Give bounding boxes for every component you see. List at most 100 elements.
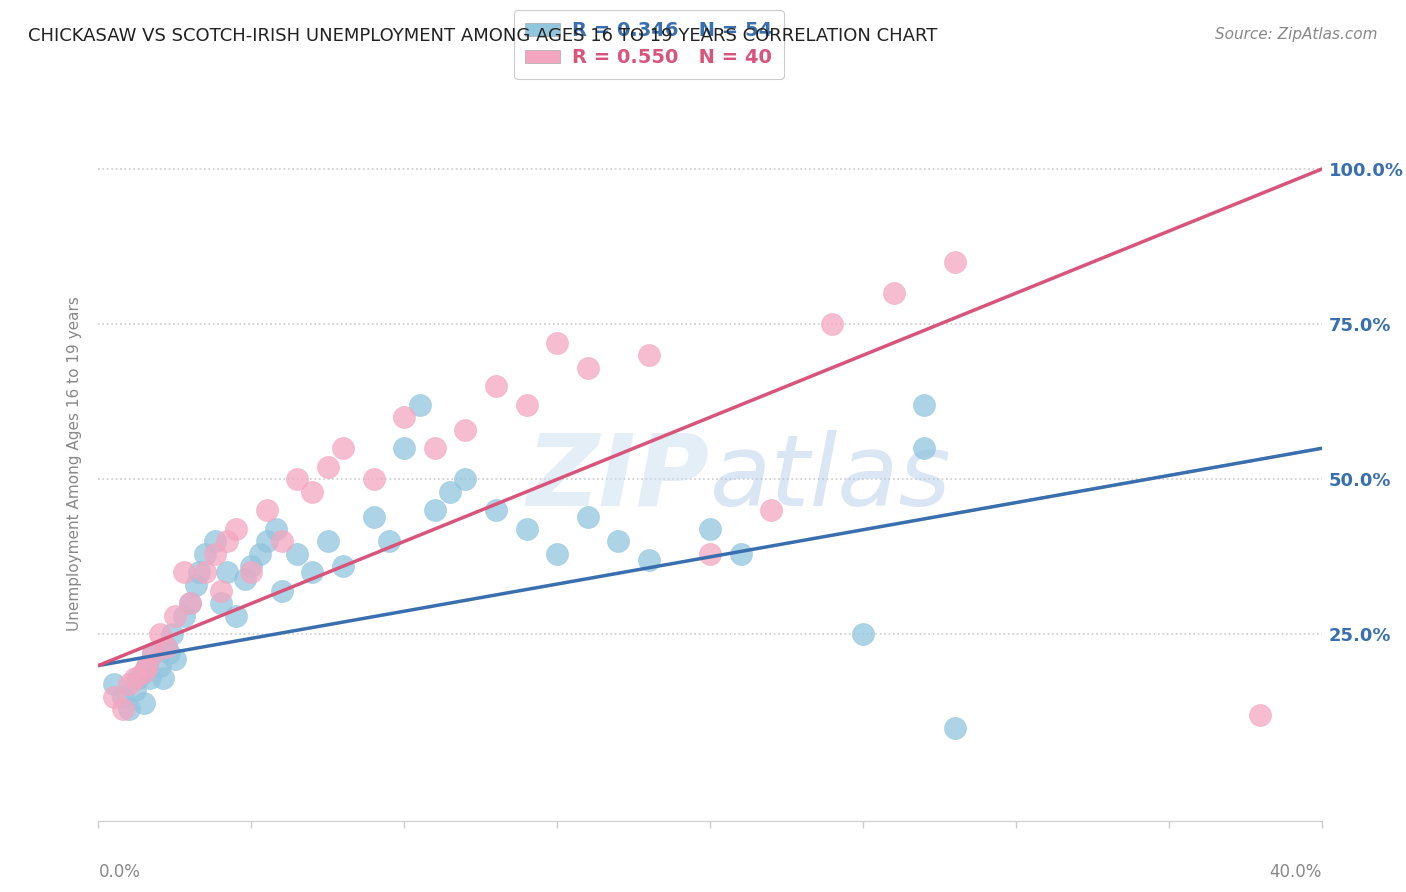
Point — [454, 423, 477, 437]
Point — [576, 509, 599, 524]
Point — [363, 472, 385, 486]
Point — [730, 547, 752, 561]
Point — [157, 646, 180, 660]
Point — [546, 547, 568, 561]
Point — [225, 608, 247, 623]
Point — [118, 677, 141, 691]
Point — [256, 534, 278, 549]
Point — [912, 442, 935, 456]
Point — [454, 472, 477, 486]
Point — [139, 671, 162, 685]
Point — [607, 534, 630, 549]
Point — [576, 360, 599, 375]
Point — [378, 534, 401, 549]
Point — [124, 683, 146, 698]
Text: 40.0%: 40.0% — [1270, 863, 1322, 881]
Point — [699, 547, 721, 561]
Point — [136, 658, 159, 673]
Point — [233, 572, 256, 586]
Point — [194, 566, 217, 580]
Point — [155, 640, 177, 654]
Point — [209, 584, 232, 599]
Text: 0.0%: 0.0% — [98, 863, 141, 881]
Point — [821, 317, 844, 331]
Point — [516, 398, 538, 412]
Point — [149, 627, 172, 641]
Point — [142, 646, 165, 660]
Point — [240, 559, 263, 574]
Point — [103, 677, 125, 691]
Point — [363, 509, 385, 524]
Point — [423, 503, 446, 517]
Point — [485, 379, 508, 393]
Point — [392, 410, 416, 425]
Point — [270, 534, 292, 549]
Point — [240, 566, 263, 580]
Point — [301, 484, 323, 499]
Point — [249, 547, 271, 561]
Text: atlas: atlas — [710, 430, 952, 526]
Point — [118, 702, 141, 716]
Point — [637, 553, 661, 567]
Point — [160, 627, 183, 641]
Point — [103, 690, 125, 704]
Point — [124, 671, 146, 685]
Point — [285, 472, 308, 486]
Point — [912, 398, 935, 412]
Point — [204, 547, 226, 561]
Point — [264, 522, 287, 536]
Point — [134, 665, 156, 679]
Legend: Chickasaw, Scotch-Irish: Chickasaw, Scotch-Irish — [547, 887, 873, 892]
Point — [163, 652, 186, 666]
Point — [142, 646, 165, 660]
Point — [256, 503, 278, 517]
Point — [111, 702, 134, 716]
Point — [270, 584, 292, 599]
Point — [136, 658, 159, 673]
Point — [485, 503, 508, 517]
Point — [637, 348, 661, 362]
Point — [943, 255, 966, 269]
Point — [179, 597, 201, 611]
Text: CHICKASAW VS SCOTCH-IRISH UNEMPLOYMENT AMONG AGES 16 TO 19 YEARS CORRELATION CHA: CHICKASAW VS SCOTCH-IRISH UNEMPLOYMENT A… — [28, 27, 938, 45]
Point — [332, 442, 354, 456]
Point — [332, 559, 354, 574]
Point — [883, 286, 905, 301]
Point — [759, 503, 782, 517]
Point — [423, 442, 446, 456]
Point — [149, 658, 172, 673]
Point — [301, 566, 323, 580]
Point — [225, 522, 247, 536]
Point — [699, 522, 721, 536]
Point — [285, 547, 308, 561]
Point — [186, 578, 208, 592]
Text: ZIP: ZIP — [527, 430, 710, 526]
Point — [204, 534, 226, 549]
Point — [155, 640, 177, 654]
Point — [173, 608, 195, 623]
Text: Source: ZipAtlas.com: Source: ZipAtlas.com — [1215, 27, 1378, 42]
Y-axis label: Unemployment Among Ages 16 to 19 years: Unemployment Among Ages 16 to 19 years — [67, 296, 83, 632]
Point — [134, 665, 156, 679]
Point — [392, 442, 416, 456]
Point — [1249, 708, 1271, 723]
Point — [852, 627, 875, 641]
Point — [188, 566, 211, 580]
Point — [215, 534, 238, 549]
Point — [194, 547, 217, 561]
Point — [408, 398, 430, 412]
Point — [943, 721, 966, 735]
Point — [516, 522, 538, 536]
Point — [134, 696, 156, 710]
Point — [127, 671, 149, 685]
Point — [209, 597, 232, 611]
Point — [215, 566, 238, 580]
Point — [152, 671, 174, 685]
Point — [316, 459, 339, 474]
Point — [546, 335, 568, 350]
Point — [111, 690, 134, 704]
Point — [316, 534, 339, 549]
Point — [173, 566, 195, 580]
Point — [179, 597, 201, 611]
Point — [163, 608, 186, 623]
